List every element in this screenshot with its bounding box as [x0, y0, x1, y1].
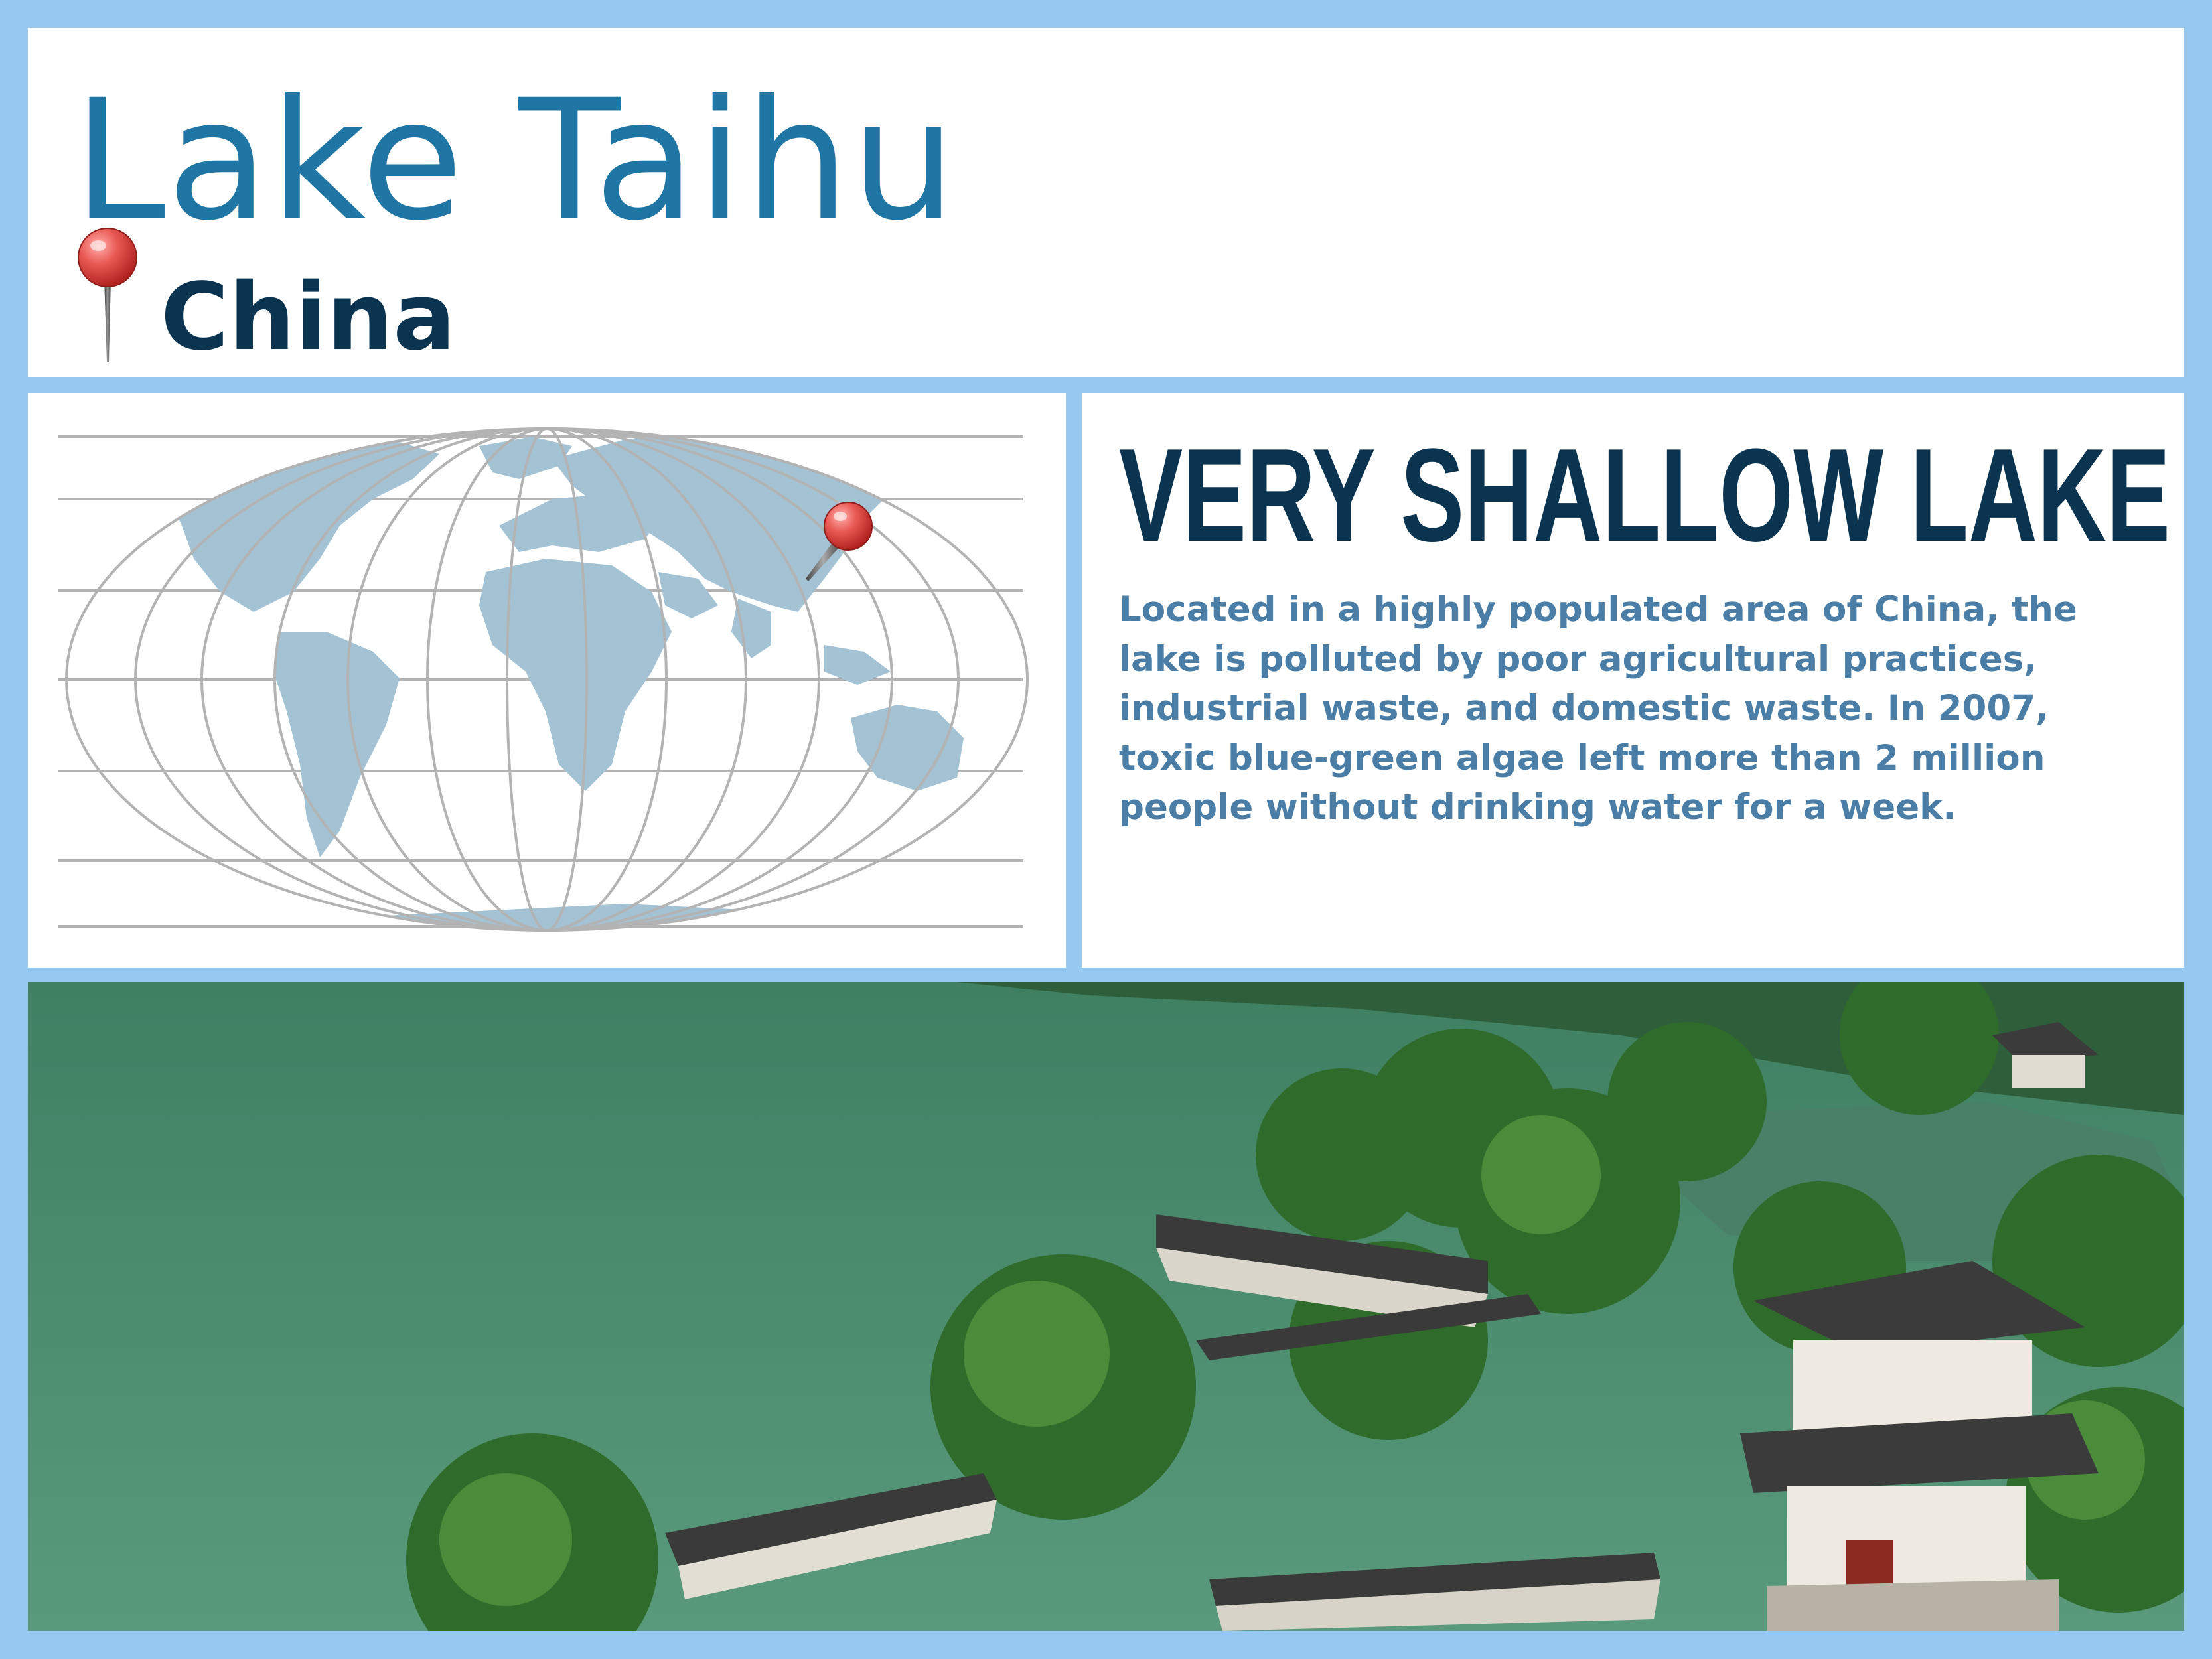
page-title: Lake Taihu — [73, 64, 958, 257]
lake-photo-illustration — [28, 982, 2184, 1631]
fact-heading: VERY SHALLOW LAKE — [1119, 421, 2171, 569]
pavilions — [665, 1214, 1660, 1631]
map-pin-icon — [78, 228, 137, 362]
world-map — [58, 427, 1029, 932]
fact-body-line: lake is polluted by poor agricultural pr… — [1119, 638, 2037, 680]
china-pin-icon — [806, 502, 873, 581]
fact-body: Located in a highly populated area of Ch… — [1119, 585, 2154, 833]
fact-body-line: Located in a highly populated area of Ch… — [1119, 589, 2077, 630]
fact-panel: VERY SHALLOW LAKE Located in a highly po… — [1082, 393, 2184, 968]
pagoda — [1740, 1261, 2099, 1631]
map-meridians — [65, 427, 1029, 932]
header-panel: Lake Taihu China — [28, 28, 2184, 377]
fact-body-line: people without drinking water for a week… — [1119, 787, 1956, 828]
lake-photo — [28, 982, 2184, 1631]
small-pavilion — [1992, 1022, 2099, 1088]
location-label: China — [161, 263, 456, 372]
fact-body-line: industrial waste, and domestic waste. In… — [1119, 688, 2049, 729]
fact-body-line: toxic blue-green algae left more than 2 … — [1119, 737, 2045, 778]
world-map-panel — [28, 393, 1066, 968]
